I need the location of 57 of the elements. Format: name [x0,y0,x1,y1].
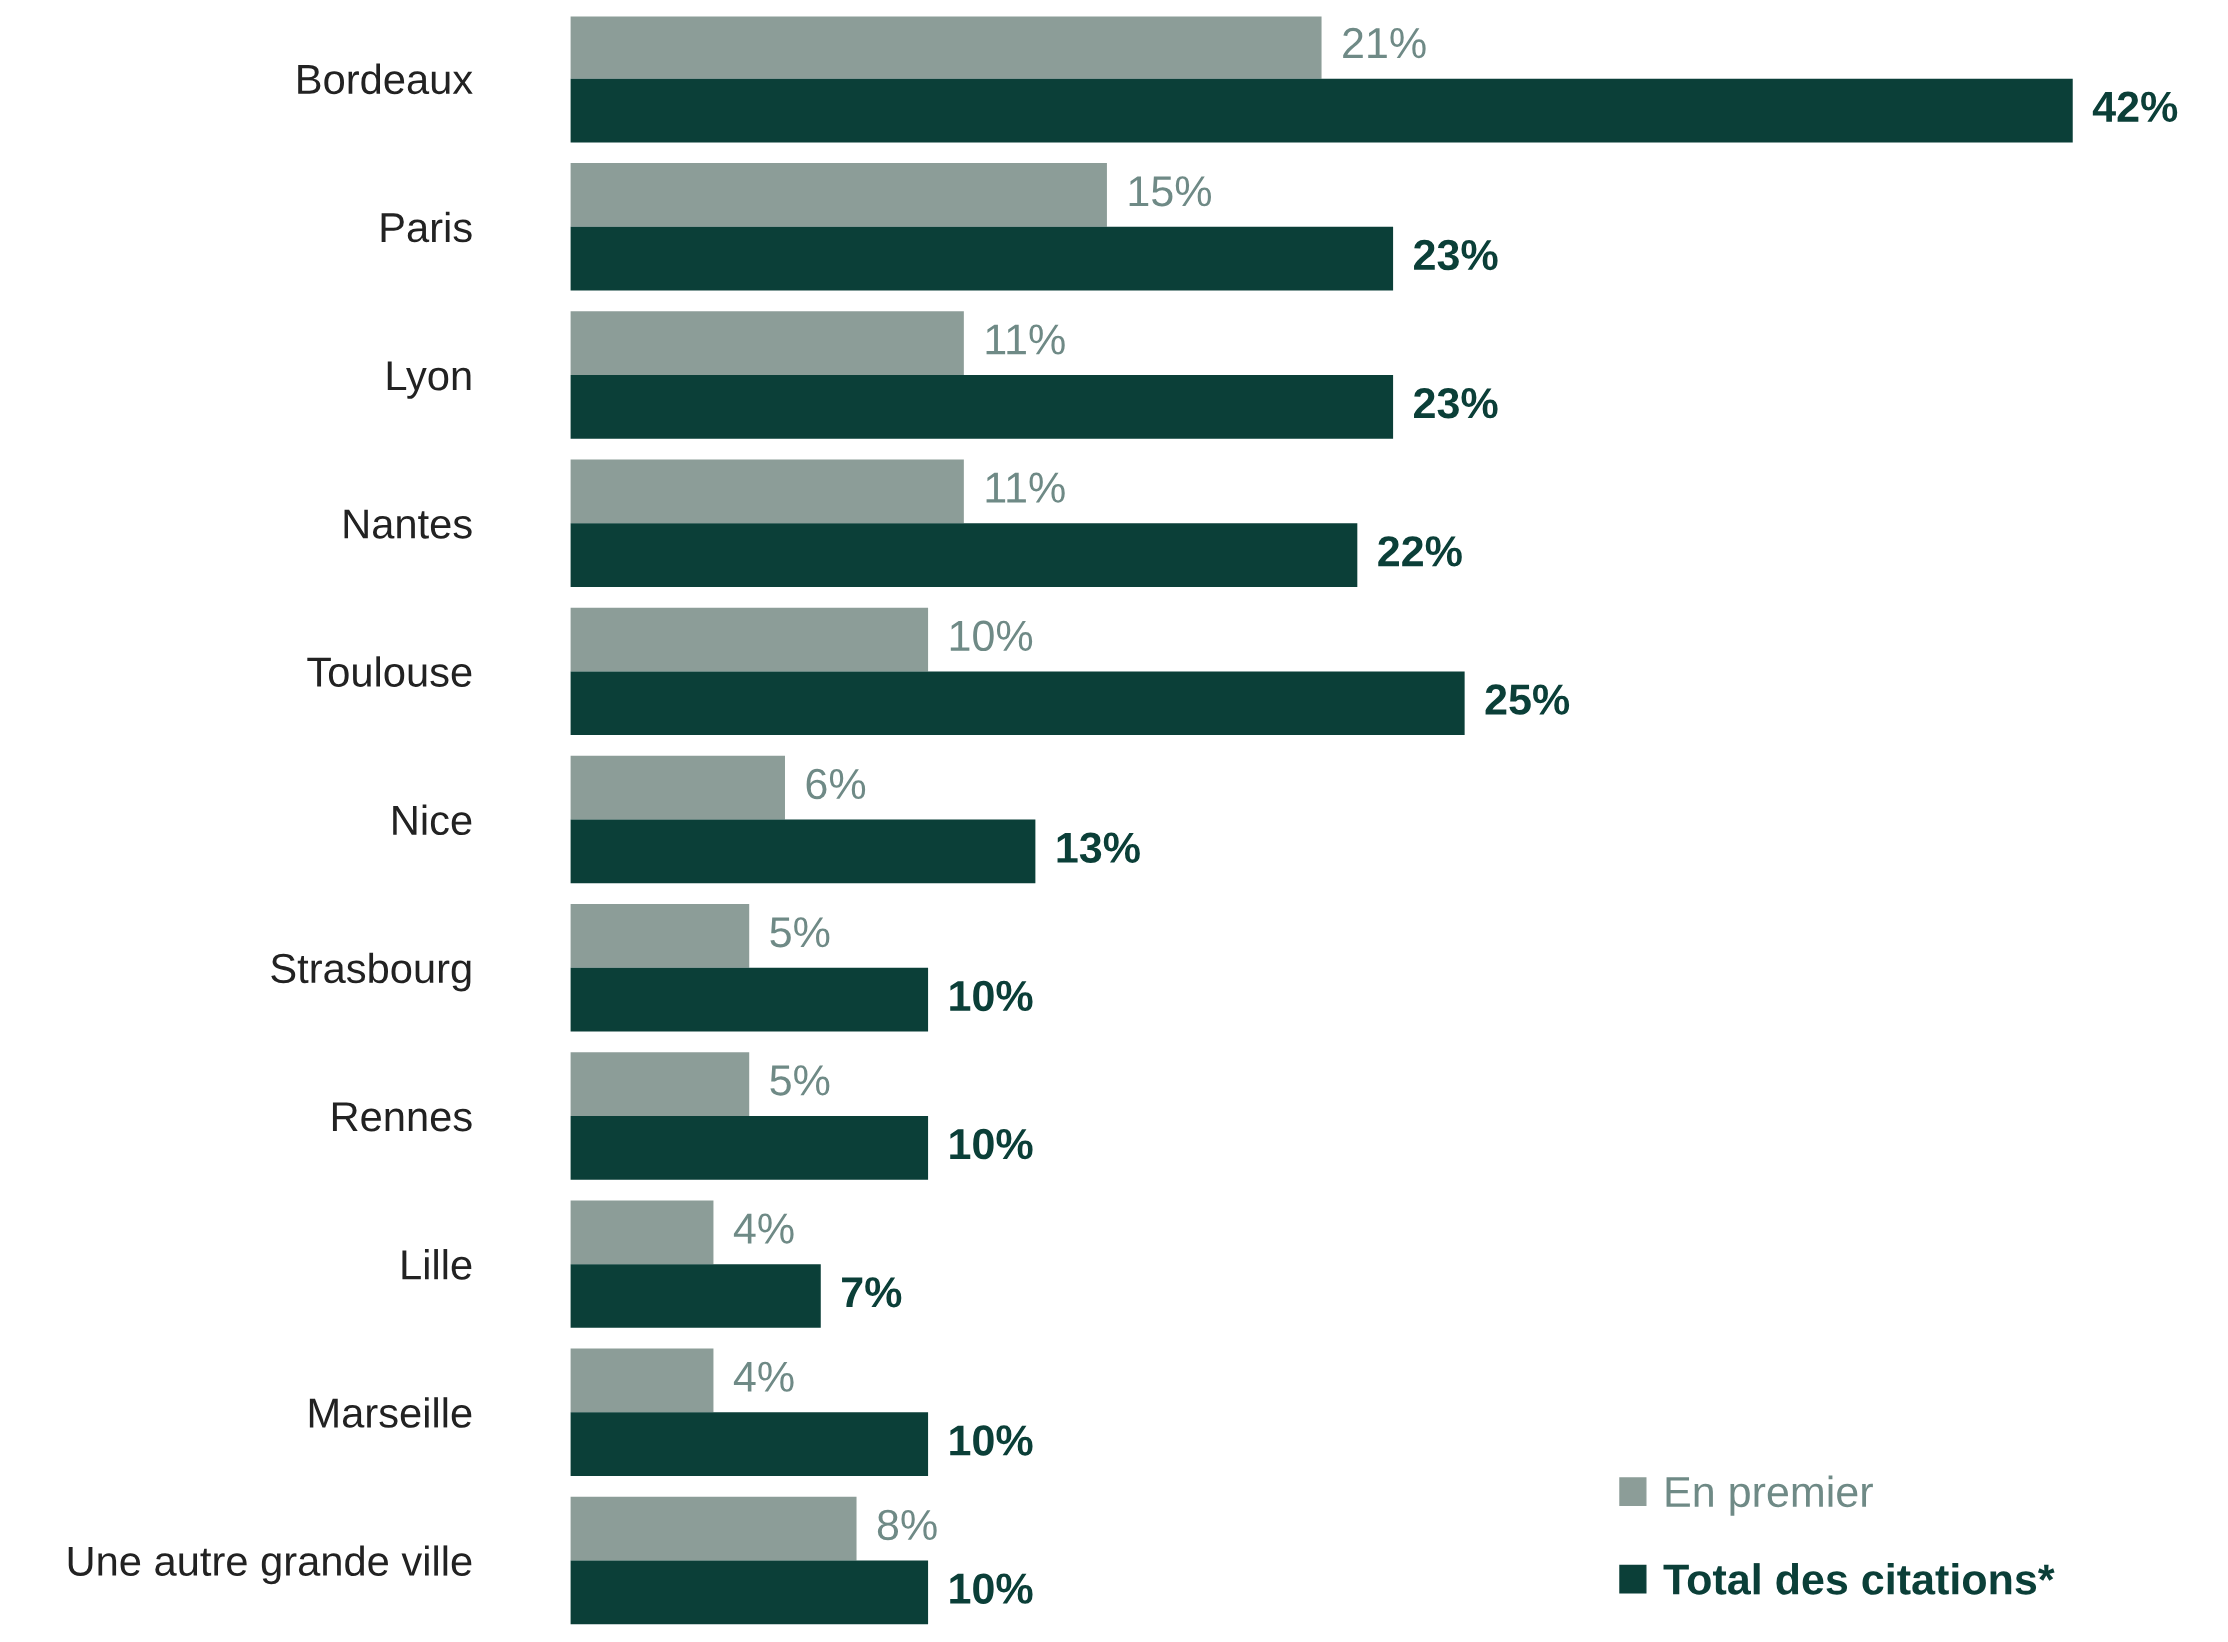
bar [570,1264,821,1328]
bar [570,819,1036,884]
y-tick-label: Paris [381,211,472,243]
y-tick-label: Rennes [332,1102,472,1132]
bar [570,375,1394,439]
data-label: 22% [1378,536,1462,567]
data-label: 23% [1414,387,1498,419]
data-label: 4% [733,1361,794,1392]
bar [570,523,1358,587]
bar [570,1560,929,1625]
legend-label: Total des citations* [1663,1563,2055,1595]
data-label: 5% [770,917,830,948]
bar [570,671,1465,736]
y-tick-label: Bordeaux [298,63,473,95]
data-label: 21% [1343,27,1426,59]
bar [570,311,964,376]
data-label: 15% [1129,176,1212,207]
y-tick-label: Une autre grande ville [68,1545,472,1585]
data-label: 13% [1057,832,1140,864]
data-label: 10% [950,1128,1033,1160]
data-label: 25% [1485,684,1570,715]
data-label: 5% [770,1065,830,1096]
bar [570,607,929,672]
data-label: 10% [950,620,1033,652]
data-label: 8% [877,1509,937,1541]
bar [570,1412,929,1477]
bar [570,904,750,968]
y-tick-label: Toulouse [307,656,472,687]
data-label: 42% [2092,91,2178,122]
legend-label: En premier [1666,1475,1873,1516]
bar [570,1052,750,1116]
data-label: 10% [950,1425,1033,1456]
y-tick-label: Lyon [387,361,471,399]
bar [570,78,2073,143]
y-tick-label: Nantes [344,509,472,539]
bar [570,1348,714,1413]
data-label: 4% [733,1213,794,1244]
y-tick-label: Marseille [309,1397,472,1428]
bar [570,1200,714,1265]
data-label: 6% [806,768,866,800]
bar [570,1496,857,1561]
y-tick-label: Strasbourg [271,952,471,992]
data-label: 10% [950,980,1033,1012]
bar [570,459,964,524]
data-label: 7% [842,1277,902,1308]
data-label: 23% [1414,239,1498,271]
bar [570,163,1107,227]
y-tick-label: Nice [393,804,472,836]
bar [570,226,1394,291]
bar [570,755,785,820]
y-tick-label: Lille [402,1249,472,1280]
bar [570,16,1322,79]
bar [570,967,929,1032]
data-label: 10% [950,1573,1033,1604]
data-label: 11% [986,472,1065,503]
data-label: 11% [986,324,1065,355]
bar [570,1115,929,1180]
